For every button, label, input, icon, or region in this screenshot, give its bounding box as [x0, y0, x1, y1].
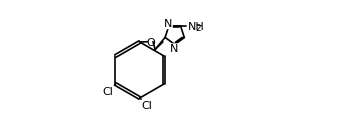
Text: O: O [146, 38, 155, 48]
Text: Cl: Cl [142, 101, 153, 110]
Text: Cl: Cl [102, 87, 113, 96]
Text: 2: 2 [195, 24, 201, 33]
Text: N: N [164, 19, 172, 29]
Text: NH: NH [188, 22, 205, 32]
Text: N: N [170, 44, 178, 54]
